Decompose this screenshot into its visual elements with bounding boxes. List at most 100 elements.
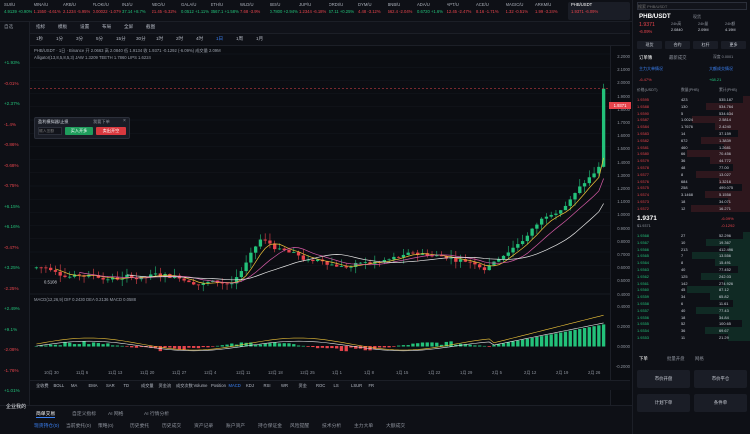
orderbook-tab[interactable]: 订单簿 bbox=[639, 55, 653, 60]
ticker-active-pair[interactable]: PHB/USDT 1.9371 -6.09% bbox=[568, 2, 630, 20]
bid-row[interactable]: 1.9353 11 21.29 bbox=[633, 334, 750, 341]
interval-2[interactable]: 3分 bbox=[76, 36, 84, 41]
interval-11[interactable]: 1月 bbox=[256, 36, 264, 41]
action-button[interactable]: 合约 bbox=[665, 41, 690, 49]
tool-template[interactable]: 模板 bbox=[58, 24, 68, 29]
buy-long-button[interactable]: 买入开多 bbox=[65, 127, 93, 135]
ask-row[interactable]: 1.9381 460 1.2681 bbox=[633, 143, 750, 151]
trade-button[interactable]: 市价开盘 bbox=[637, 370, 690, 388]
sell-short-button[interactable]: 卖出开空 bbox=[96, 127, 126, 135]
ask-row[interactable]: 1.9374 3.1468 5.1558 bbox=[633, 191, 750, 198]
watchlist-change[interactable]: -0.75% bbox=[4, 183, 19, 188]
tool-layout[interactable]: 布局 bbox=[102, 24, 112, 29]
depth-select[interactable]: 深度 0.0001 bbox=[713, 55, 734, 59]
order-tab[interactable]: 持仓保证金 bbox=[258, 424, 282, 429]
watchlist-change[interactable]: +3.25% bbox=[4, 265, 20, 270]
indicator-ls[interactable]: LS bbox=[333, 383, 339, 388]
interval-7[interactable]: 2时 bbox=[176, 36, 184, 41]
bid-row[interactable]: 1.9366 213 412.496 bbox=[633, 245, 750, 253]
watchlist-change[interactable]: -2.08% bbox=[4, 347, 19, 352]
panel-tab[interactable]: 自定义指标 bbox=[72, 412, 96, 417]
indicator-ma[interactable]: MA bbox=[71, 383, 78, 388]
ticker-item[interactable]: WLD/U 7.68 -3.9% bbox=[240, 2, 268, 20]
indicator-成交次数[interactable]: 成交次数 bbox=[176, 383, 193, 388]
indicator-td[interactable]: TD bbox=[123, 383, 130, 388]
ticker-item[interactable]: ARKM/U 1.99 -3.24% bbox=[535, 2, 563, 20]
ticker-item[interactable]: ACE/U 8.16 -1.71% bbox=[476, 2, 504, 20]
ticker-item[interactable]: SUI/U 4.9139 +0.90% bbox=[4, 2, 32, 20]
tool-indicators[interactable]: 指标 bbox=[36, 24, 46, 29]
bid-row[interactable]: 1.9364 8 15.491 bbox=[633, 259, 750, 266]
ticker-item[interactable]: ADA/U 0.6720 +1.6% bbox=[417, 2, 445, 20]
ticker-item[interactable]: MINA/U 1.1550 -4.61% bbox=[34, 2, 62, 20]
order-tab[interactable]: 当前委托(0) bbox=[66, 424, 92, 429]
tool-screenshot[interactable]: 截图 bbox=[146, 24, 156, 29]
order-tab[interactable]: 技术分析 bbox=[322, 424, 342, 429]
interval-5[interactable]: 30分 bbox=[136, 36, 146, 41]
bid-row[interactable]: 1.9363 40 77.452 bbox=[633, 266, 750, 273]
panel-tab[interactable]: 简单交易 bbox=[36, 412, 56, 418]
panel-tab[interactable]: AI 网格 bbox=[108, 412, 124, 417]
ticker-item[interactable]: ETH/U 3567.1 +1.58% bbox=[211, 2, 239, 20]
watchlist-change[interactable]: +6.15% bbox=[4, 203, 20, 209]
trade-button[interactable]: 计划下单 bbox=[637, 394, 690, 412]
close-icon[interactable]: × bbox=[123, 118, 126, 124]
indicator-资金流[interactable]: 资金流 bbox=[158, 383, 172, 388]
bid-row[interactable]: 1.9357 40 77.43 bbox=[633, 306, 750, 314]
interval-3[interactable]: 5分 bbox=[96, 36, 104, 41]
ask-row[interactable]: 1.9376 684 1.3216 bbox=[633, 177, 750, 185]
watchlist-change[interactable]: +6.16% bbox=[4, 224, 20, 229]
ask-row[interactable]: 1.9383 14 37.159 bbox=[633, 130, 750, 137]
ticker-item[interactable]: GALA/U 0.0512 +1.11% bbox=[181, 2, 209, 20]
ask-row[interactable]: 1.9384 1.7676 2.4240 bbox=[633, 123, 750, 130]
popup-subtitle[interactable]: 我要下单 bbox=[93, 119, 110, 124]
action-button[interactable]: 杠杆 bbox=[693, 41, 718, 49]
watchlist-change[interactable]: -0.47% bbox=[4, 244, 19, 250]
indicator-volume[interactable]: Volume bbox=[193, 383, 208, 388]
indicator-资金[interactable]: 资金 bbox=[298, 383, 307, 388]
indicator-boll[interactable]: BOLL bbox=[53, 383, 65, 388]
bid-row[interactable]: 1.9358 6 11.61 bbox=[633, 300, 750, 307]
watchlist-change[interactable]: +2.37% bbox=[4, 101, 20, 106]
bid-row[interactable]: 1.9355 52 100.65 bbox=[633, 320, 750, 328]
order-tab[interactable]: 历史委托 bbox=[130, 424, 150, 429]
trade-tab[interactable]: 批量开盘 bbox=[667, 356, 685, 361]
ticker-item[interactable]: ARB/U 2.1234 -5.95% bbox=[63, 2, 91, 20]
ticker-item[interactable]: BNB/U 562.4 -2.04% bbox=[388, 2, 416, 20]
order-tab[interactable]: 资产记录 bbox=[194, 424, 214, 429]
bid-row[interactable]: 1.9368 27 52.296 bbox=[633, 232, 750, 239]
search-input[interactable] bbox=[637, 2, 747, 10]
ticker-item[interactable]: APT/U 12.45 -2.47% bbox=[447, 2, 475, 20]
indicator-position[interactable]: Position bbox=[211, 383, 226, 388]
indicator-ema[interactable]: EMA bbox=[88, 383, 98, 388]
ask-row[interactable]: 1.9382 672 1.3839 bbox=[633, 136, 750, 144]
indicator-rsi[interactable]: RSI bbox=[263, 383, 271, 388]
bid-row[interactable]: 1.9356 18 34.84 bbox=[633, 313, 750, 321]
interval-9[interactable]: 1日 bbox=[216, 36, 224, 41]
indicator-fr[interactable]: FR bbox=[368, 383, 375, 388]
ask-row[interactable]: 1.9378 48 77.00 bbox=[633, 164, 750, 171]
interval-0[interactable]: 1秒 bbox=[36, 36, 44, 41]
ask-row[interactable]: 1.9372 12 16.271 bbox=[633, 204, 750, 212]
indicator-sar[interactable]: SAR bbox=[106, 383, 115, 388]
bid-row[interactable]: 1.9367 10 19.367 bbox=[633, 238, 750, 246]
ticker-item[interactable]: MAGIC/U 1.32 -0.51% bbox=[506, 2, 534, 20]
watchlist-change[interactable]: -0.68% bbox=[4, 162, 19, 168]
order-tab[interactable]: 历史成交 bbox=[162, 424, 182, 429]
bid-row[interactable]: 1.9360 45 87.12 bbox=[633, 286, 750, 294]
ask-row[interactable]: 1.9375 258 499.075 bbox=[633, 184, 750, 192]
ticker-item[interactable]: JUP/U 1.2344 -6.18% bbox=[299, 2, 327, 20]
order-tab[interactable]: 账户资产 bbox=[226, 424, 246, 429]
bid-row[interactable]: 1.9359 34 65.82 bbox=[633, 293, 750, 300]
order-tab[interactable]: 主力大单 bbox=[354, 424, 374, 429]
ask-row[interactable]: 1.9380 66 70.456 bbox=[633, 150, 750, 158]
watchlist-change[interactable]: +2.49% bbox=[4, 306, 20, 311]
orderbook-tab[interactable]: 最新成交 bbox=[669, 55, 687, 60]
ticker-item[interactable]: INJ/U 37.14 +8.7% bbox=[122, 2, 150, 20]
indicator-wr[interactable]: WR bbox=[281, 383, 288, 388]
tool-fullscreen[interactable]: 全屏 bbox=[124, 24, 134, 29]
ticker-item[interactable]: NEO/U 21.45 -5.32% bbox=[152, 2, 180, 20]
interval-8[interactable]: 4时 bbox=[196, 36, 204, 41]
order-tab[interactable]: 大额成交 bbox=[386, 424, 406, 429]
order-tab[interactable]: 策略(0) bbox=[98, 424, 114, 429]
